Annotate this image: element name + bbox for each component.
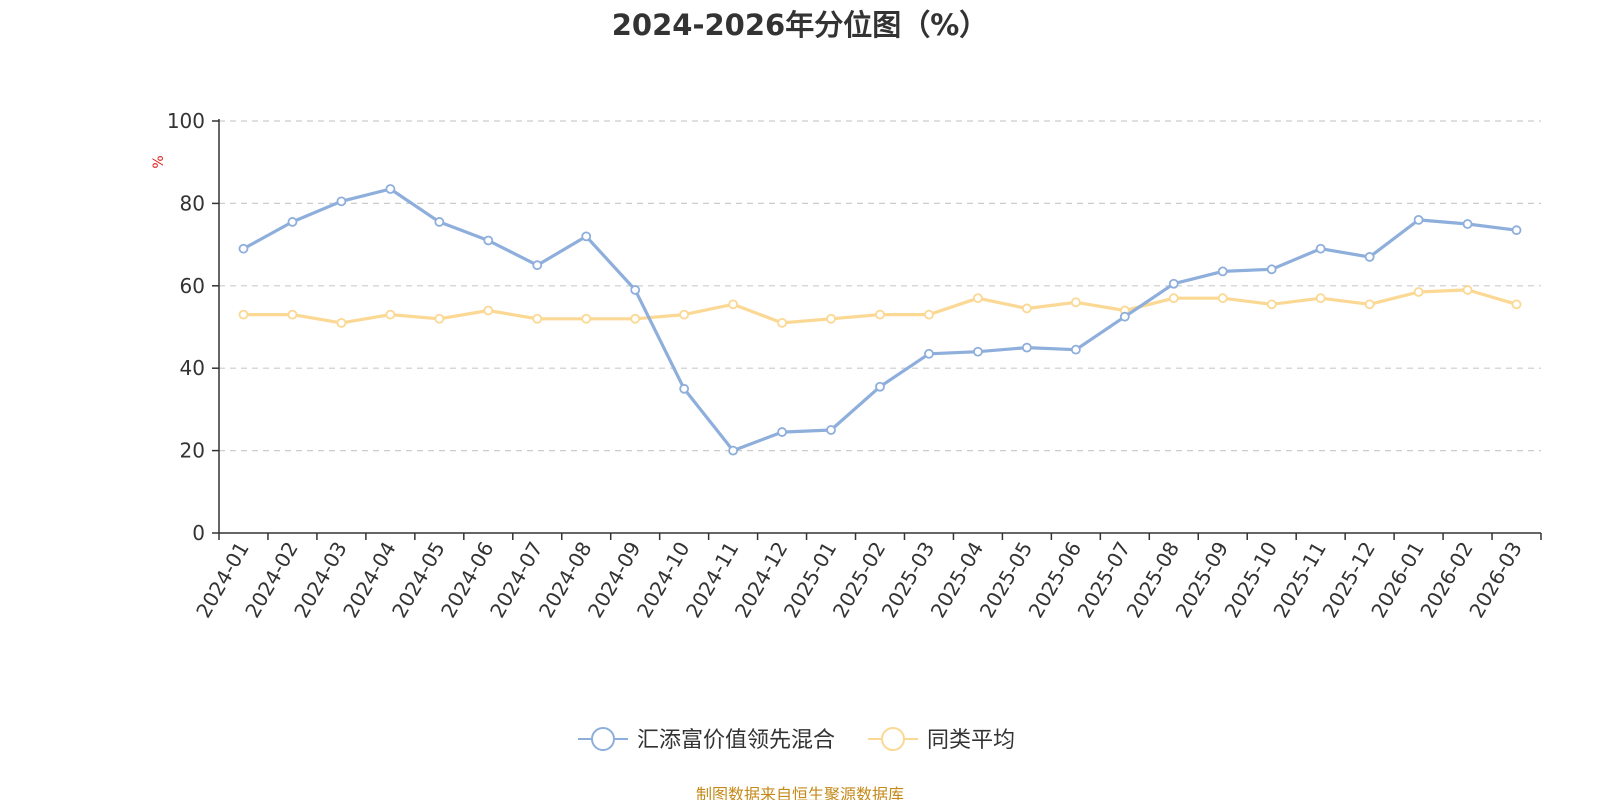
legend-label: 汇添富价值领先混合 [637, 728, 835, 753]
data-point [434, 217, 445, 227]
data-point [385, 309, 396, 320]
data-point [1070, 297, 1081, 308]
data-point [1364, 252, 1375, 262]
data-point [1217, 266, 1228, 277]
data-point [777, 317, 787, 328]
data-point [924, 309, 934, 320]
y-tick-label: 100 [167, 109, 205, 133]
data-point [1266, 264, 1277, 275]
data-point [630, 285, 641, 295]
data-point [1413, 214, 1424, 225]
data-point [1021, 303, 1032, 314]
data-point [287, 309, 298, 320]
data-point [1462, 285, 1473, 295]
data-point [1217, 293, 1228, 304]
data-point [1462, 219, 1473, 229]
data-point [1511, 299, 1522, 310]
data-point [532, 313, 543, 324]
data-point [875, 381, 885, 392]
data-point [973, 293, 983, 304]
data-point [875, 309, 885, 320]
data-point [385, 184, 396, 194]
data-point [1511, 225, 1522, 236]
data-point [1070, 344, 1081, 355]
data-point [728, 299, 739, 310]
data-point [581, 313, 592, 324]
y-tick-label: 80 [180, 191, 205, 215]
data-point [532, 260, 543, 271]
data-point [728, 445, 739, 456]
data-point [238, 309, 249, 320]
data-point [826, 425, 836, 435]
data-point [1315, 243, 1326, 254]
data-point [1021, 342, 1032, 353]
data-source-note: 制图数据来自恒生聚源数据库 [695, 785, 904, 800]
data-point [826, 313, 836, 324]
data-point [1168, 278, 1179, 289]
data-point [973, 346, 983, 357]
data-point [434, 313, 445, 324]
data-point [630, 313, 641, 324]
chart-title: 2024-2026年分位图（%） [611, 8, 989, 42]
data-point [336, 317, 347, 328]
data-point [1315, 293, 1326, 304]
legend-marker [881, 727, 905, 751]
data-point [924, 348, 934, 359]
data-point [777, 427, 787, 437]
data-point [1266, 299, 1277, 310]
data-point [679, 383, 690, 394]
y-tick-label: 60 [180, 274, 205, 298]
data-point [1364, 299, 1375, 310]
y-axis-label: % [151, 155, 167, 168]
data-point [483, 305, 494, 316]
y-tick-label: 40 [180, 356, 205, 380]
y-tick-label: 0 [192, 521, 205, 545]
legend-marker [591, 727, 615, 751]
data-point [483, 235, 494, 246]
data-point [336, 196, 347, 207]
data-point [679, 309, 690, 320]
y-tick-label: 20 [180, 439, 205, 463]
data-point [287, 217, 298, 227]
legend-label: 同类平均 [927, 728, 1015, 753]
data-point [1413, 287, 1424, 297]
data-point [238, 243, 249, 254]
data-point [1119, 311, 1130, 322]
data-point [581, 231, 592, 242]
data-point [1168, 293, 1179, 304]
